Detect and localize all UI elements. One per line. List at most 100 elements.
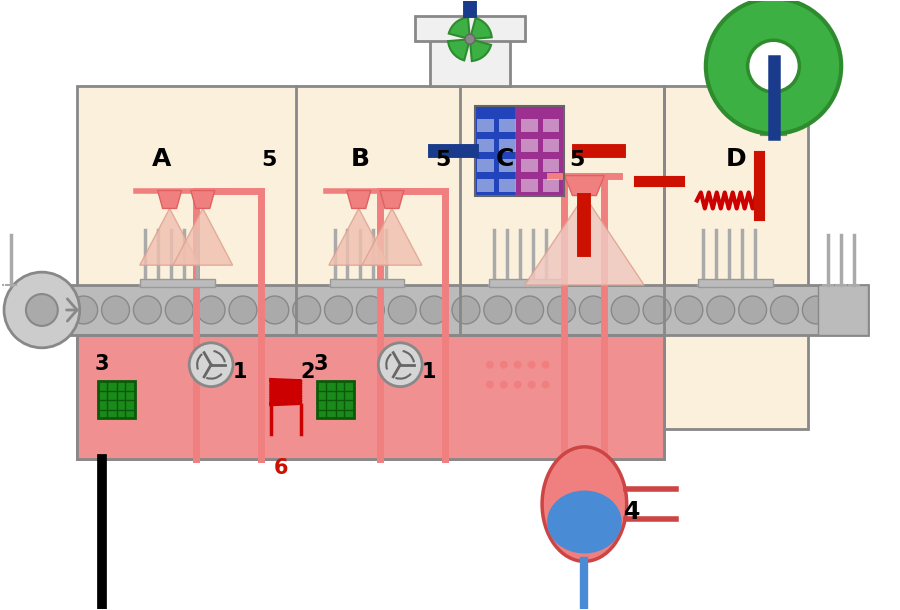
Text: 2: 2	[301, 362, 315, 382]
Ellipse shape	[547, 490, 622, 553]
Polygon shape	[564, 176, 604, 195]
Circle shape	[388, 296, 416, 324]
Circle shape	[133, 296, 161, 324]
FancyBboxPatch shape	[499, 179, 516, 192]
Circle shape	[166, 296, 194, 324]
Circle shape	[102, 296, 130, 324]
Circle shape	[420, 296, 448, 324]
Circle shape	[675, 296, 703, 324]
Circle shape	[644, 296, 671, 324]
FancyBboxPatch shape	[329, 279, 404, 287]
FancyBboxPatch shape	[489, 279, 563, 287]
Circle shape	[542, 381, 550, 389]
Circle shape	[356, 296, 384, 324]
Circle shape	[69, 296, 97, 324]
Circle shape	[514, 381, 522, 389]
Circle shape	[706, 296, 734, 324]
Text: 5: 5	[435, 149, 450, 170]
Polygon shape	[346, 190, 371, 209]
FancyBboxPatch shape	[543, 119, 560, 132]
Text: B: B	[351, 146, 370, 171]
FancyBboxPatch shape	[430, 21, 509, 86]
Circle shape	[527, 381, 536, 389]
Polygon shape	[818, 285, 868, 335]
FancyBboxPatch shape	[415, 16, 525, 41]
FancyBboxPatch shape	[698, 279, 772, 287]
Polygon shape	[525, 195, 644, 285]
Circle shape	[378, 343, 422, 387]
Polygon shape	[173, 209, 233, 265]
Circle shape	[611, 296, 639, 324]
Wedge shape	[449, 18, 470, 39]
Text: 4: 4	[625, 500, 641, 524]
Circle shape	[38, 296, 66, 324]
FancyBboxPatch shape	[475, 106, 515, 195]
FancyBboxPatch shape	[140, 279, 215, 287]
FancyBboxPatch shape	[543, 159, 560, 171]
Text: A: A	[151, 146, 171, 171]
Ellipse shape	[542, 447, 626, 561]
Polygon shape	[76, 86, 664, 459]
Circle shape	[803, 296, 831, 324]
Circle shape	[527, 361, 536, 368]
Circle shape	[500, 361, 508, 368]
FancyBboxPatch shape	[521, 119, 537, 132]
Circle shape	[770, 296, 798, 324]
FancyBboxPatch shape	[477, 138, 494, 152]
Circle shape	[189, 343, 233, 387]
Circle shape	[26, 294, 58, 326]
Polygon shape	[328, 209, 389, 265]
Circle shape	[516, 296, 544, 324]
Circle shape	[486, 361, 494, 368]
Circle shape	[465, 34, 475, 44]
Circle shape	[197, 296, 225, 324]
FancyBboxPatch shape	[543, 138, 560, 152]
Circle shape	[452, 296, 480, 324]
FancyBboxPatch shape	[515, 106, 564, 195]
Polygon shape	[158, 190, 182, 209]
Text: 3: 3	[94, 354, 109, 374]
Circle shape	[739, 296, 767, 324]
Circle shape	[547, 296, 575, 324]
FancyBboxPatch shape	[521, 159, 537, 171]
Circle shape	[4, 272, 80, 348]
FancyBboxPatch shape	[477, 159, 494, 171]
FancyBboxPatch shape	[521, 138, 537, 152]
FancyBboxPatch shape	[477, 179, 494, 192]
Polygon shape	[380, 190, 404, 209]
Circle shape	[261, 296, 289, 324]
FancyBboxPatch shape	[477, 119, 494, 132]
Text: 3: 3	[313, 354, 328, 374]
Text: 5: 5	[570, 149, 585, 170]
Circle shape	[229, 296, 256, 324]
Polygon shape	[664, 86, 808, 429]
Polygon shape	[362, 209, 422, 265]
FancyBboxPatch shape	[499, 159, 516, 171]
Text: 5: 5	[261, 149, 276, 170]
FancyBboxPatch shape	[317, 381, 355, 418]
Circle shape	[580, 296, 608, 324]
Wedge shape	[470, 18, 491, 39]
Circle shape	[834, 296, 862, 324]
Text: 1: 1	[422, 362, 436, 382]
Text: C: C	[496, 146, 514, 171]
Circle shape	[484, 296, 512, 324]
Wedge shape	[470, 39, 491, 61]
Polygon shape	[76, 335, 664, 459]
FancyBboxPatch shape	[499, 138, 516, 152]
Circle shape	[514, 361, 522, 368]
Text: D: D	[725, 146, 746, 171]
Polygon shape	[191, 190, 215, 209]
FancyBboxPatch shape	[543, 179, 560, 192]
Polygon shape	[140, 209, 200, 265]
Circle shape	[292, 296, 320, 324]
FancyBboxPatch shape	[521, 179, 537, 192]
Text: 1: 1	[233, 362, 248, 382]
FancyBboxPatch shape	[499, 119, 516, 132]
Circle shape	[542, 361, 550, 368]
Circle shape	[486, 381, 494, 389]
Circle shape	[325, 296, 353, 324]
FancyBboxPatch shape	[97, 381, 135, 418]
Circle shape	[748, 40, 799, 92]
Text: 6: 6	[274, 458, 288, 478]
